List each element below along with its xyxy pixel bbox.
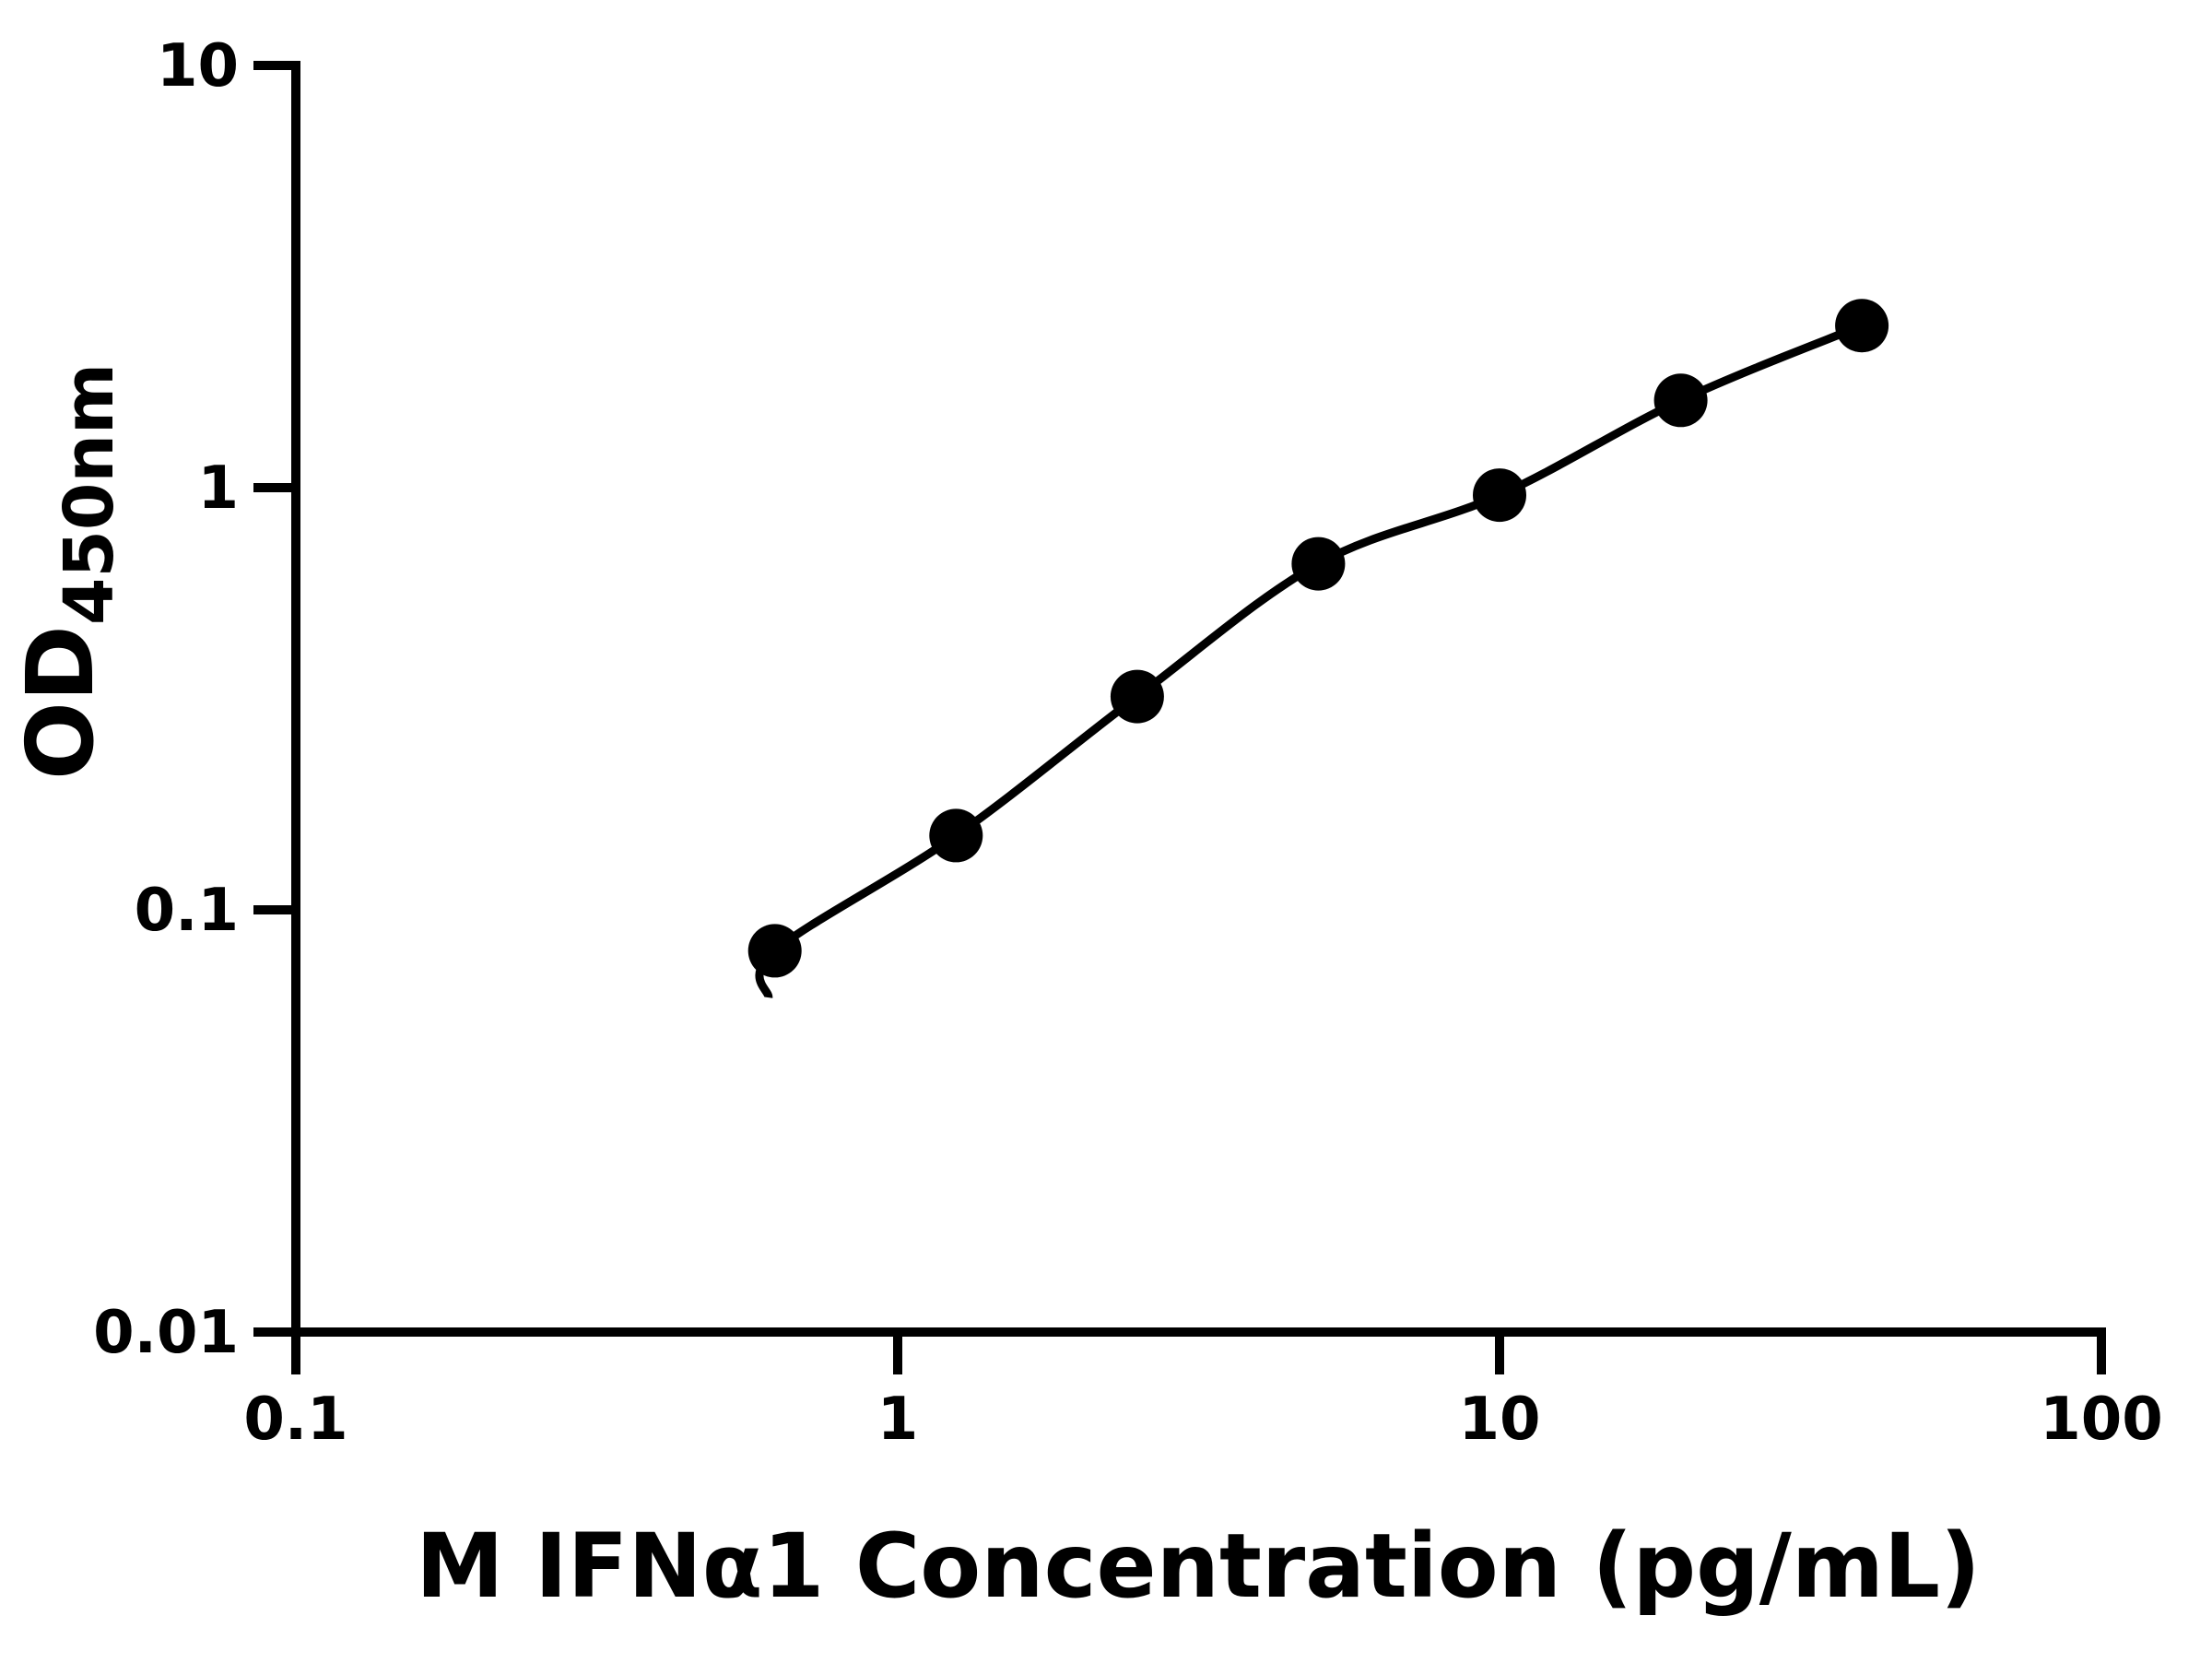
tick-layer xyxy=(253,61,2106,1374)
data-point-marker xyxy=(1835,299,1889,353)
x-tick-label: 10 xyxy=(1458,1386,1540,1454)
x-axis-title: M IFNα1 Concentration (pg/mL) xyxy=(416,1515,1981,1618)
y-tick-label: 0.01 xyxy=(93,1299,239,1367)
x-tick-label: 0.1 xyxy=(243,1386,347,1454)
axis-layer xyxy=(291,61,2106,1337)
y-axis-title: OD450nm xyxy=(6,363,129,780)
y-tick-label: 1 xyxy=(197,454,239,523)
fit-curve xyxy=(755,322,1864,998)
y-tick-label: 0.1 xyxy=(135,877,239,945)
data-point-marker xyxy=(747,924,802,978)
data-point-marker xyxy=(929,808,983,863)
fit-curve-layer xyxy=(755,322,1864,998)
x-tick-label: 100 xyxy=(2040,1386,2163,1454)
data-point-layer xyxy=(747,299,1889,978)
data-point-marker xyxy=(1653,373,1708,428)
x-tick-label: 1 xyxy=(877,1386,919,1454)
data-point-marker xyxy=(1291,537,1346,591)
data-point-marker xyxy=(1473,468,1526,523)
y-axis-title-main: OD xyxy=(6,625,114,780)
y-axis-title-subscript: 450nm xyxy=(50,363,129,625)
y-tick-label: 10 xyxy=(157,32,239,100)
data-point-marker xyxy=(1110,669,1164,724)
